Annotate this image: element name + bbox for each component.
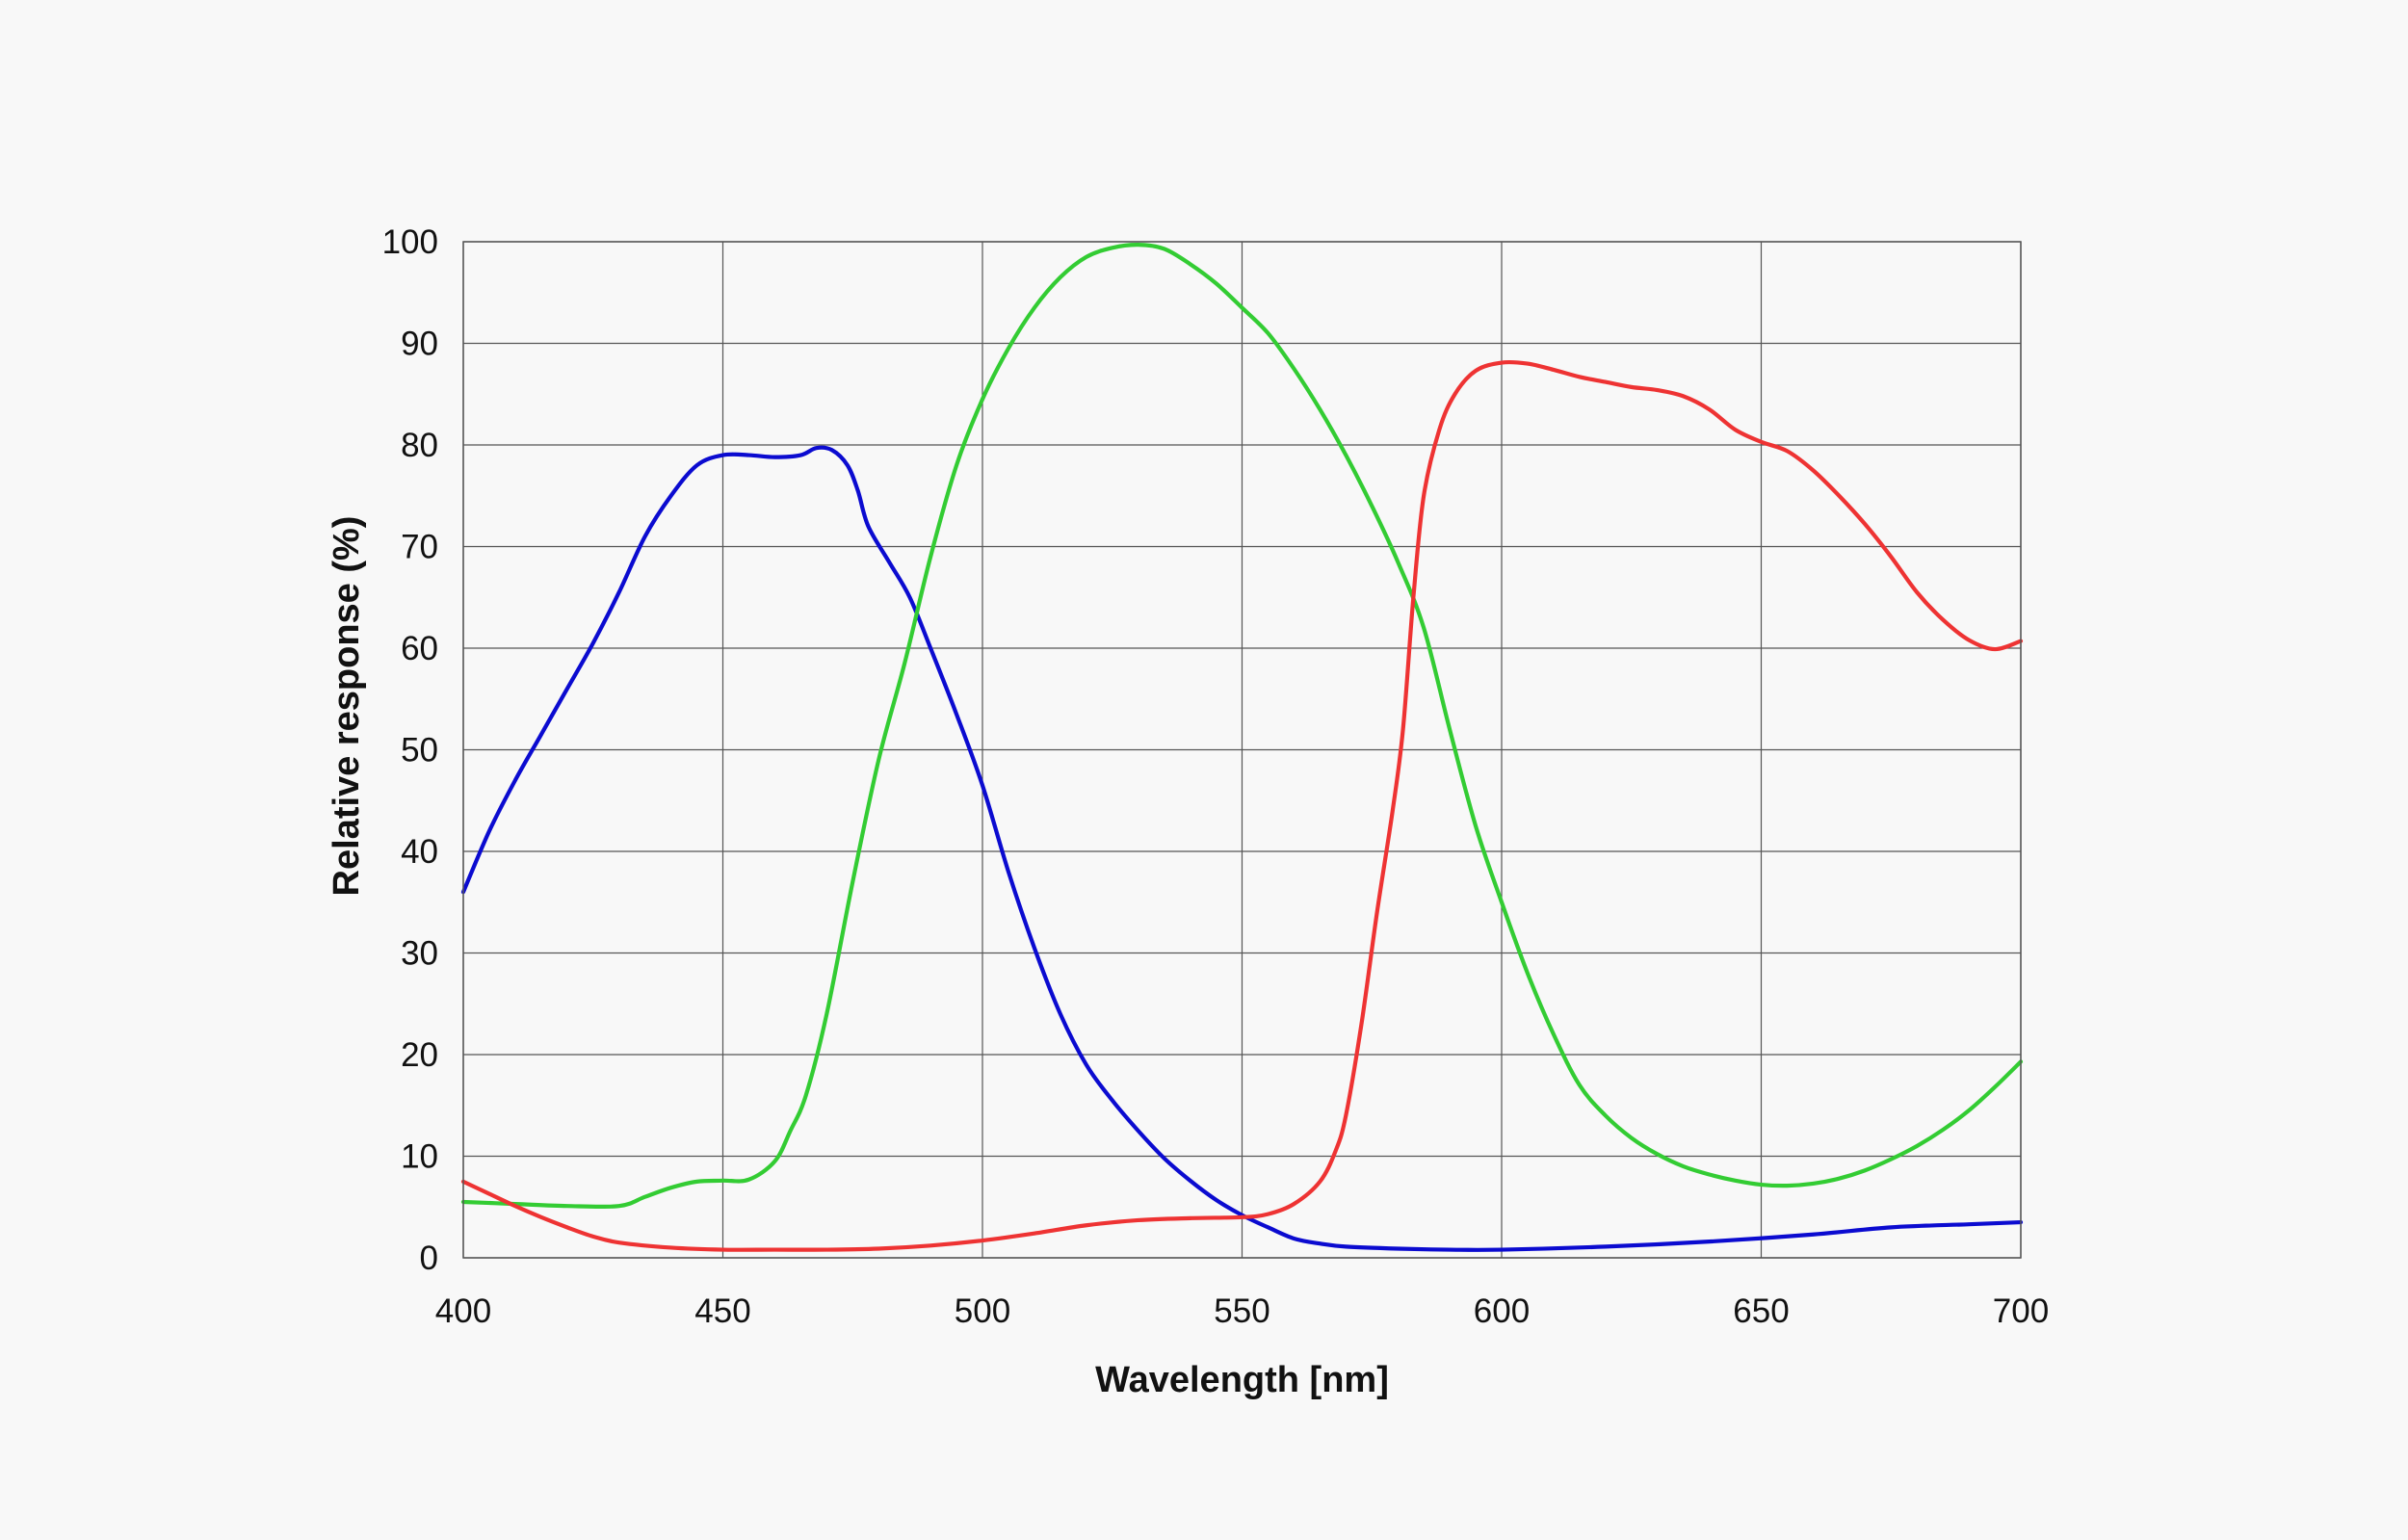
series-line-green [460,243,2024,1210]
y-tick-label: 70 [401,529,438,566]
y-tick-label: 50 [401,732,438,770]
y-tick-label: 10 [401,1138,438,1176]
x-axis-title: Wavelength [nm] [1095,1360,1389,1400]
y-tick-label: 30 [401,935,438,973]
x-tick-label: 700 [1993,1292,2049,1330]
y-axis-title: Relative response (%) [327,516,367,897]
y-tick-label: 20 [401,1036,438,1074]
x-tick-label: 650 [1733,1292,1789,1330]
tick-labels: 400 450 500 550 600 650 700 0 10 20 30 40 50 60 70 80 90… [382,223,2050,1330]
x-tick-label: 450 [694,1292,750,1330]
x-tick-label: 400 [435,1292,491,1330]
x-tick-label: 500 [955,1292,1010,1330]
x-tick-label: 550 [1214,1292,1269,1330]
y-tick-label: 40 [401,833,438,871]
y-tick-label: 80 [401,427,438,464]
y-tick-label: 100 [382,223,438,261]
series-lines [460,243,2024,1252]
y-tick-label: 60 [401,630,438,667]
y-tick-label: 0 [420,1240,438,1277]
x-tick-label: 600 [1474,1292,1530,1330]
series-line-red [460,359,2024,1252]
series-line-blue [460,445,2024,1252]
plot-frame [462,241,2022,1259]
y-tick-label: 90 [401,326,438,363]
